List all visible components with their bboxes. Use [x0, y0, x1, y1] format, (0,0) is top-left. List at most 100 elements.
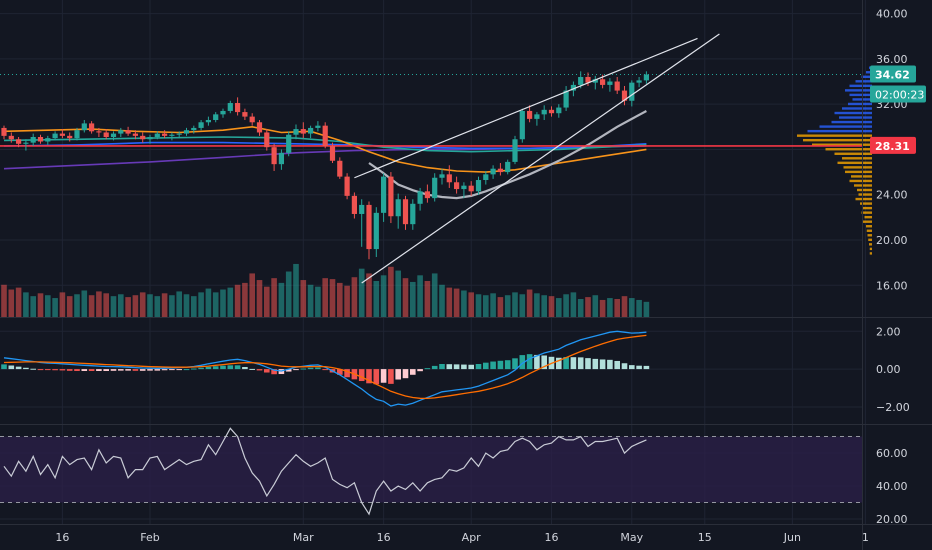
candle-body[interactable]: [563, 90, 569, 108]
candle-body[interactable]: [344, 176, 350, 196]
candle-body[interactable]: [351, 195, 357, 214]
volume-bar: [147, 294, 153, 317]
candle-body[interactable]: [89, 123, 95, 132]
candle-body[interactable]: [162, 133, 168, 136]
support-level: [0, 73, 862, 147]
candle-body[interactable]: [570, 84, 576, 91]
candle-body[interactable]: [512, 139, 518, 162]
candle-body[interactable]: [271, 147, 277, 165]
candle-body[interactable]: [359, 204, 365, 214]
candle-body[interactable]: [286, 134, 292, 153]
candle-body[interactable]: [8, 135, 14, 140]
candle-body[interactable]: [322, 125, 328, 147]
candle-body[interactable]: [468, 185, 474, 192]
candle-body[interactable]: [395, 199, 401, 217]
candle-body[interactable]: [59, 133, 65, 136]
candle-body[interactable]: [140, 135, 146, 140]
candle-body[interactable]: [264, 132, 270, 148]
candle-body[interactable]: [607, 81, 613, 85]
candle-body[interactable]: [541, 109, 547, 115]
candle-body[interactable]: [629, 82, 635, 101]
time-tick-label: Mar: [293, 531, 314, 544]
candle-body[interactable]: [118, 130, 124, 134]
candle-body[interactable]: [308, 127, 314, 134]
candle-body[interactable]: [329, 146, 336, 161]
candle-body[interactable]: [110, 133, 117, 137]
candle-body[interactable]: [490, 168, 496, 175]
candle-body[interactable]: [475, 180, 482, 192]
candle-body[interactable]: [125, 130, 131, 134]
candle-body[interactable]: [205, 120, 211, 123]
candle-body[interactable]: [592, 79, 598, 83]
candle-body[interactable]: [373, 212, 379, 250]
candle-body[interactable]: [16, 139, 22, 144]
candle-body[interactable]: [147, 136, 153, 140]
candle-body[interactable]: [585, 76, 591, 83]
candle-body[interactable]: [424, 191, 430, 199]
candle-body[interactable]: [256, 122, 263, 133]
candle-body[interactable]: [417, 191, 423, 204]
candle-body[interactable]: [23, 142, 29, 144]
candle-body[interactable]: [519, 110, 525, 140]
candle-body[interactable]: [643, 74, 649, 81]
candle-body[interactable]: [614, 81, 620, 91]
candle-body[interactable]: [534, 114, 540, 119]
candle-body[interactable]: [183, 130, 190, 134]
candle-body[interactable]: [505, 161, 511, 173]
candle-body[interactable]: [454, 182, 460, 190]
volume-bar: [183, 294, 190, 317]
macd-histogram-bar: [300, 368, 307, 370]
candle-body[interactable]: [96, 131, 102, 133]
candle-body[interactable]: [388, 176, 394, 217]
candle-body[interactable]: [337, 160, 343, 177]
price-candles[interactable]: [1, 71, 649, 260]
candle-body[interactable]: [45, 138, 51, 142]
candle-body[interactable]: [548, 109, 555, 114]
candle-body[interactable]: [1, 127, 7, 136]
candle-body[interactable]: [636, 80, 642, 83]
candle-body[interactable]: [235, 103, 241, 113]
candle-body[interactable]: [81, 123, 87, 131]
candle-body[interactable]: [52, 133, 58, 139]
volume-profile-row: [866, 229, 872, 232]
candle-body[interactable]: [439, 174, 445, 178]
candle-body[interactable]: [381, 176, 387, 213]
candle-body[interactable]: [67, 135, 73, 139]
candle-body[interactable]: [366, 204, 372, 250]
candle-body[interactable]: [220, 110, 226, 115]
candle-body[interactable]: [410, 203, 416, 225]
candle-body[interactable]: [30, 136, 36, 143]
candle-body[interactable]: [556, 107, 562, 114]
candle-body[interactable]: [132, 133, 138, 136]
candle-body[interactable]: [293, 129, 299, 135]
candle-body[interactable]: [300, 129, 306, 134]
candle-body[interactable]: [191, 127, 197, 131]
candle-body[interactable]: [213, 114, 219, 121]
candle-body[interactable]: [242, 112, 248, 117]
candle-body[interactable]: [169, 134, 175, 136]
candle-body[interactable]: [227, 103, 233, 111]
candle-body[interactable]: [446, 174, 452, 183]
candle-body[interactable]: [461, 185, 467, 190]
candle-body[interactable]: [402, 199, 409, 225]
candle-body[interactable]: [74, 130, 80, 139]
candle-body[interactable]: [176, 133, 182, 135]
candle-body[interactable]: [432, 177, 438, 199]
candle-body[interactable]: [103, 132, 109, 137]
candle-body[interactable]: [578, 76, 584, 85]
level-price-label: 28.31: [875, 140, 910, 153]
candle-body[interactable]: [198, 122, 204, 128]
candle-body[interactable]: [278, 152, 284, 165]
candle-body[interactable]: [600, 79, 606, 85]
candle-body[interactable]: [527, 110, 533, 119]
candle-body[interactable]: [621, 90, 628, 101]
candle-body[interactable]: [483, 174, 489, 181]
volume-bar: [271, 278, 277, 317]
candle-body[interactable]: [37, 136, 44, 142]
candle-body[interactable]: [249, 116, 255, 123]
candle-body[interactable]: [315, 125, 321, 128]
candle-body[interactable]: [154, 133, 160, 137]
candle-body[interactable]: [497, 168, 503, 173]
